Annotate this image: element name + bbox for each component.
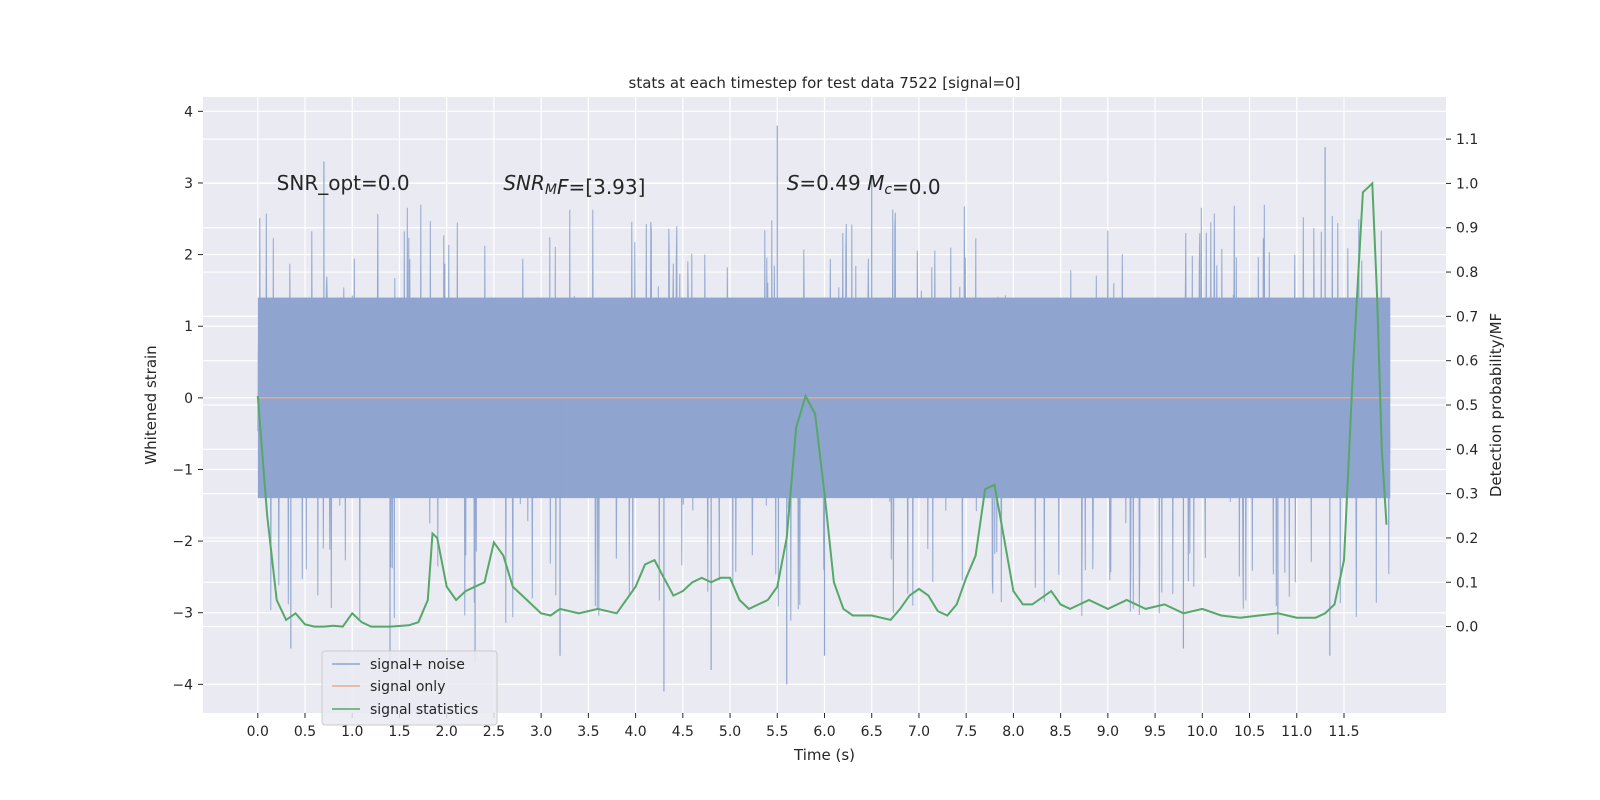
y2-tick-label: 0.7 <box>1456 309 1478 325</box>
y2-tick-label: 0.5 <box>1456 398 1478 414</box>
y2-tick-label: 0.3 <box>1456 487 1478 503</box>
x-tick-label: 0.0 <box>247 724 269 740</box>
x-tick-label: 11.0 <box>1281 724 1312 740</box>
y2-tick-label: 0.1 <box>1456 575 1478 591</box>
x-tick-label: 0.5 <box>294 724 316 740</box>
x-tick-label: 5.0 <box>719 724 741 740</box>
y-tick-label: −4 <box>172 677 193 693</box>
x-tick-label: 10.0 <box>1187 724 1218 740</box>
y2-tick-label: 1.0 <box>1456 176 1478 192</box>
y2-tick-label: 0.9 <box>1456 221 1478 237</box>
series-signal-statistics <box>256 181 1388 628</box>
y2-tick-label: 0.0 <box>1456 620 1478 636</box>
x-tick-label: 4.0 <box>624 724 646 740</box>
x-tick-label: 8.0 <box>1002 724 1024 740</box>
y-axis-label: Whitened strain <box>142 345 160 464</box>
y-axis-right: 0.0 0.1 0.2 0.3 0.4 0.5 0.6 0.7 0.8 0.9 1.0 1.1 <box>1446 132 1478 636</box>
annotation-part: SNR <box>503 171 545 195</box>
x-tick-label: 9.0 <box>1097 724 1119 740</box>
y2-tick-label: 0.4 <box>1456 442 1478 458</box>
y-tick-label: 2 <box>184 248 193 264</box>
x-tick-label: 6.5 <box>861 724 883 740</box>
y2-axis-label: Detection probability/MF <box>1487 313 1505 497</box>
x-tick-label: 3.5 <box>577 724 599 740</box>
legend-box <box>321 650 498 726</box>
legend-label-signal-noise: signal+ noise <box>370 657 465 673</box>
x-tick-label: 10.5 <box>1234 724 1265 740</box>
x-tick-label: 11.5 <box>1328 724 1359 740</box>
x-tick-label: 5.5 <box>766 724 788 740</box>
y-axis-left: −4 −3 −2 −1 0 1 2 3 4 <box>172 104 203 693</box>
annotation-part: M <box>545 182 557 198</box>
annotation-part: M <box>867 171 884 195</box>
y-tick-label: −3 <box>172 606 193 622</box>
x-axis-label: Time (s) <box>793 746 855 764</box>
x-axis: 0.0 0.5 1.0 1.5 2.0 2.5 3.0 3.5 4.0 4.5 5.0 5.5 6.0 6… <box>247 713 1360 740</box>
x-tick-label: 7.5 <box>955 724 977 740</box>
y2-tick-label: 0.6 <box>1456 354 1478 370</box>
y-tick-label: 3 <box>184 176 193 192</box>
y-tick-label: −2 <box>172 534 193 550</box>
chart-title: stats at each timestep for test data 752… <box>629 74 1021 92</box>
legend-label-signal-only: signal only <box>370 679 445 695</box>
x-tick-label: 2.0 <box>436 724 458 740</box>
x-tick-label: 6.0 <box>813 724 835 740</box>
x-tick-label: 1.0 <box>341 724 363 740</box>
legend: signal+ noise signal only signal statist… <box>321 650 498 726</box>
annotation: SNR_opt=0.0 <box>277 171 410 195</box>
y-tick-label: 0 <box>184 391 193 407</box>
annotation-part: SNR_opt=0.0 <box>277 171 410 195</box>
y2-tick-label: 0.8 <box>1456 265 1478 281</box>
y-tick-label: 4 <box>184 104 193 120</box>
annotations: SNR_opt=0.0 SNRMF=[3.93] S=0.49 Mc=0.0 <box>277 171 941 199</box>
x-tick-label: 1.5 <box>388 724 410 740</box>
annotation-part: F <box>557 175 569 199</box>
annotation-part: =[3.93] <box>569 175 646 199</box>
y2-tick-label: 0.2 <box>1456 531 1478 547</box>
annotation-part: =0.0 <box>892 175 941 199</box>
annotation-part: S <box>787 171 800 195</box>
annotation-part: =0.49 <box>799 171 867 195</box>
x-tick-label: 2.5 <box>483 724 505 740</box>
x-tick-label: 9.5 <box>1144 724 1166 740</box>
y-tick-label: 1 <box>184 319 193 335</box>
y-tick-label: −1 <box>172 462 193 478</box>
annotation-part: c <box>884 182 892 198</box>
annotation: SNRMF=[3.93] <box>503 171 645 199</box>
x-tick-label: 7.0 <box>908 724 930 740</box>
x-tick-label: 3.0 <box>530 724 552 740</box>
x-tick-label: 4.5 <box>672 724 694 740</box>
x-tick-label: 8.5 <box>1049 724 1071 740</box>
y2-tick-label: 1.1 <box>1456 132 1478 148</box>
annotation: S=0.49 Mc=0.0 <box>787 171 941 199</box>
signal-statistics-line <box>256 181 1388 628</box>
legend-label-signal-statistics: signal statistics <box>370 702 478 718</box>
